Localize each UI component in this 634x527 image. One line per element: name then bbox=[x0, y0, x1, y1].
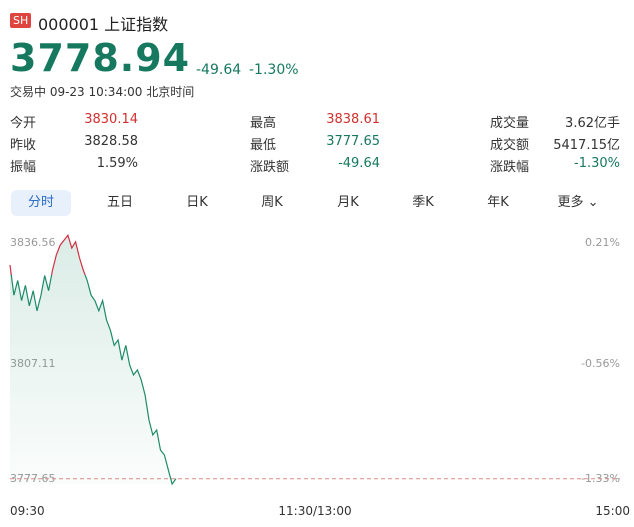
stat-label: 涨跌额 bbox=[250, 160, 290, 175]
status: 交易中 09-23 10:34:00 北京时间 bbox=[10, 85, 195, 99]
stat-label: 最低 bbox=[250, 138, 277, 153]
stat-value: 1.59% bbox=[96, 156, 138, 171]
stat-label: 最高 bbox=[250, 116, 277, 131]
stat-value: 3777.65 bbox=[326, 134, 380, 149]
market-badge: SH bbox=[10, 13, 32, 28]
tab[interactable]: 五日 bbox=[106, 195, 133, 210]
stat-value: 3828.58 bbox=[84, 134, 138, 149]
change-pct: -1.30% bbox=[249, 62, 299, 78]
tab[interactable]: 更多 ⌄ bbox=[557, 195, 599, 210]
stat-value: 3.62亿手 bbox=[565, 116, 620, 131]
stat-label: 成交额 bbox=[490, 138, 530, 153]
stat-value: 3838.61 bbox=[326, 112, 380, 127]
y-tick-label: 3836.56 bbox=[10, 236, 56, 249]
price: 3778.94 bbox=[10, 36, 191, 80]
stat-value: 5417.15亿 bbox=[553, 138, 620, 153]
y2-tick-label: -0.56% bbox=[581, 357, 620, 370]
tab[interactable]: 日K bbox=[186, 195, 208, 210]
stat-value: -49.64 bbox=[338, 156, 380, 171]
x-tick-label: 11:30/13:00 bbox=[278, 504, 351, 518]
tab[interactable]: 周K bbox=[261, 195, 283, 210]
x-tick-label: 15:00 bbox=[595, 504, 630, 518]
tab[interactable]: 月K bbox=[337, 195, 359, 210]
stat-value: -1.30% bbox=[574, 156, 620, 171]
price-line-series bbox=[9, 234, 177, 486]
stat-value: 3830.14 bbox=[84, 112, 138, 127]
stat-label: 成交量 bbox=[490, 116, 530, 131]
change: -49.64 bbox=[196, 62, 242, 78]
stat-label: 振幅 bbox=[10, 160, 37, 175]
index-name: 000001 上证指数 bbox=[38, 15, 169, 34]
y2-tick-label: 0.21% bbox=[585, 236, 620, 249]
x-tick-label: 09:30 bbox=[10, 504, 45, 518]
tab[interactable]: 年K bbox=[487, 195, 509, 210]
stat-label: 今开 bbox=[10, 116, 37, 131]
stat-label: 涨跌幅 bbox=[490, 160, 530, 175]
stat-label: 昨收 bbox=[10, 138, 37, 153]
tab[interactable]: 分时 bbox=[11, 190, 71, 216]
tab[interactable]: 季K bbox=[412, 195, 434, 210]
area bbox=[10, 235, 176, 484]
